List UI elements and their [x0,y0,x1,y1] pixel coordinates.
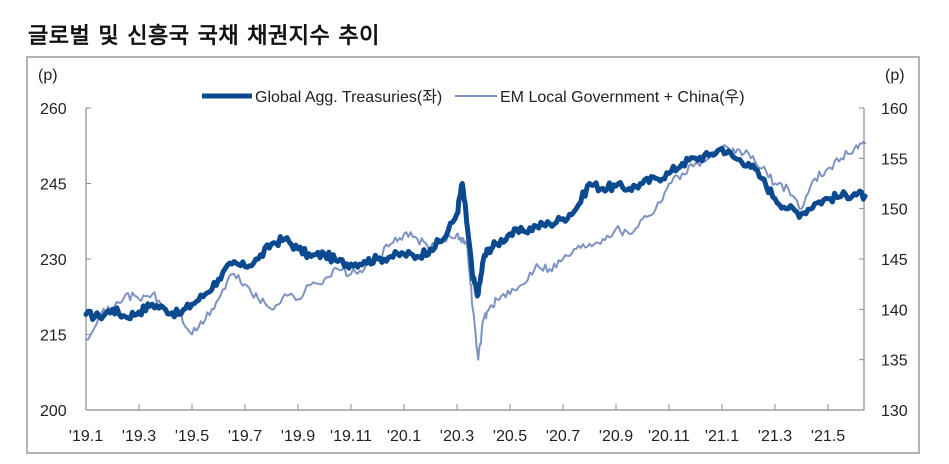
left-tick-label: 200 [40,403,67,420]
x-tick-label: '20.7 [546,428,580,445]
x-tick-label: '19.1 [69,428,103,445]
x-tick-label: '19.11 [330,428,372,445]
x-tick-label: '20.11 [648,428,690,445]
left-tick-label: 215 [40,328,67,345]
x-tick-label: '19.5 [175,428,209,445]
x-tick-label: '19.7 [228,428,262,445]
right-tick-label: 155 [881,151,908,168]
left-tick-label: 230 [40,252,67,269]
x-tick-label: '21.3 [758,428,792,445]
right-tick-label: 150 [881,202,908,219]
x-tick-label: '19.9 [281,428,315,445]
right-tick-label: 160 [881,101,908,118]
x-tick-label: '20.3 [440,428,474,445]
series-line-global-agg-treasuries [83,145,868,322]
right-axis-unit: (p) [885,67,905,84]
right-tick-label: 135 [881,353,908,370]
legend-label-em: EM Local Government + China(우) [500,89,745,106]
left-tick-label: 245 [40,177,67,194]
x-tick-label: '20.5 [493,428,527,445]
x-tick-label: '20.1 [387,428,421,445]
right-tick-label: 145 [881,252,908,269]
x-tick-label: '20.9 [599,428,633,445]
chart-frame [26,56,920,454]
right-tick-label: 130 [881,403,908,420]
x-tick-label: '19.3 [122,428,156,445]
legend-label-global: Global Agg. Treasuries(좌) [255,88,442,106]
x-tick-label: '21.1 [705,428,739,445]
chart-title: 글로벌 및 신흥국 국채 채권지수 추이 [28,24,380,49]
axes: (p) (p) 260 245 230 215 200 160 155 150 145 140 135 1… [38,67,908,445]
series-line-em-local-government-china [85,140,867,361]
series-group [83,140,868,361]
left-tick-label: 260 [40,101,67,118]
right-tick-label: 140 [881,302,908,319]
left-axis-unit: (p) [38,67,58,84]
x-tick-label: '21.5 [811,428,845,445]
legend: Global Agg. Treasuries(좌) EM Local Gover… [202,88,745,106]
